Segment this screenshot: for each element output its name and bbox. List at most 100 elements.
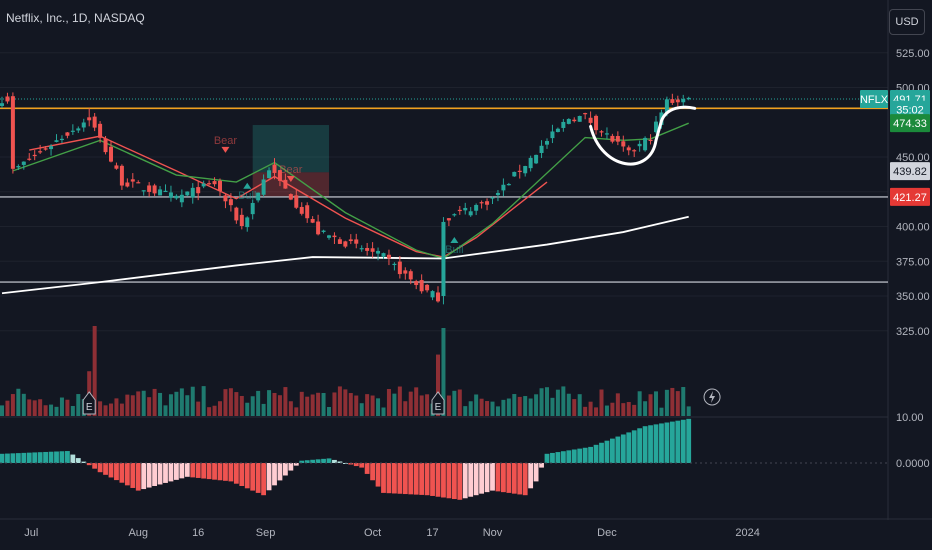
- volume-bar: [506, 398, 511, 416]
- volume-bar: [98, 401, 103, 416]
- oscillator-bar: [15, 453, 21, 463]
- candle-body: [163, 190, 168, 193]
- oscillator-bar: [659, 423, 664, 463]
- candle-body: [76, 128, 81, 131]
- candle-body: [588, 117, 593, 123]
- candle: [185, 191, 190, 197]
- oscillator-bar: [332, 459, 337, 463]
- oscillator-bar: [424, 463, 430, 496]
- oscillator-bar: [501, 463, 506, 493]
- oscillator-bar: [473, 463, 479, 496]
- oscillator-bar: [206, 463, 212, 480]
- candle-body: [681, 99, 686, 103]
- price-tag-bg: [890, 162, 930, 181]
- candle-body: [103, 138, 108, 153]
- candle: [648, 134, 653, 145]
- bear-arrow: [221, 146, 230, 153]
- volume-bar: [245, 402, 250, 416]
- oscillator-bar: [70, 454, 76, 463]
- oscillator-bar: [435, 463, 441, 497]
- volume-bar: [196, 401, 201, 416]
- volume-bar: [147, 397, 152, 416]
- candle-body: [561, 121, 566, 128]
- volume-bar: [577, 394, 582, 416]
- oscillator-bar: [146, 463, 152, 488]
- candle: [534, 154, 539, 164]
- oscillator-bar: [217, 463, 223, 481]
- candle: [577, 115, 582, 122]
- volume-bar: [316, 392, 321, 416]
- candle: [196, 181, 201, 201]
- candle: [468, 207, 473, 217]
- candle-body: [316, 221, 321, 235]
- candle-body: [610, 135, 615, 142]
- price-tick-label: 400.00: [896, 222, 930, 234]
- oscillator-bar: [348, 463, 354, 465]
- volume-bar: [332, 392, 337, 416]
- earnings-icon: E: [431, 391, 445, 415]
- candle-body: [16, 165, 21, 168]
- oscillator-bar: [114, 463, 119, 481]
- volume-bar: [686, 406, 691, 416]
- candle-body: [234, 207, 239, 221]
- candle-body: [348, 239, 353, 242]
- oscillator-bar: [157, 463, 163, 485]
- earnings-badge: [431, 391, 445, 415]
- candle-body: [141, 190, 146, 192]
- candle: [397, 256, 402, 279]
- candle: [321, 229, 326, 234]
- oscillator-bar: [566, 450, 572, 463]
- candle-body: [218, 180, 222, 192]
- osc-tick-label: 0.0000: [896, 458, 930, 470]
- candle-body: [283, 179, 288, 189]
- candle: [283, 173, 288, 189]
- candle-body: [0, 103, 4, 106]
- candle: [10, 92, 15, 174]
- candle: [621, 135, 626, 152]
- candle: [65, 132, 70, 139]
- price-tick-label: 525.00: [896, 48, 930, 60]
- volume-bar: [479, 398, 484, 416]
- candle-body: [92, 116, 97, 128]
- candle-body: [343, 241, 348, 247]
- candle-body: [190, 187, 195, 198]
- oscillator-bar: [441, 463, 446, 498]
- oscillator-bar: [168, 463, 174, 482]
- price-tag-grey: 439.82: [890, 162, 930, 181]
- candle: [256, 192, 261, 203]
- candle: [130, 173, 135, 188]
- volume-bar: [174, 391, 179, 416]
- oscillator-bar: [304, 460, 310, 463]
- volume-bar: [583, 406, 588, 416]
- candle: [70, 124, 75, 135]
- price-tick-label: 325.00: [896, 326, 930, 338]
- volume-bar: [534, 394, 539, 416]
- candle: [16, 164, 21, 170]
- oscillator-bar: [430, 463, 435, 496]
- candle: [386, 249, 391, 266]
- volume-bar: [555, 389, 560, 416]
- oscillator-bar: [560, 451, 566, 463]
- oscillator-bar: [664, 422, 670, 463]
- candle-body: [495, 192, 500, 196]
- chart-title: Netflix, Inc., 1D, NASDAQ: [6, 11, 145, 25]
- currency-button[interactable]: USD: [889, 9, 925, 35]
- candle-body: [59, 138, 64, 141]
- oscillator-histogram: [0, 418, 692, 500]
- oscillator-bar: [588, 446, 593, 463]
- oscillator-bar: [370, 463, 375, 481]
- candle: [599, 130, 604, 137]
- oscillator-bar: [43, 451, 48, 463]
- candle-body: [545, 141, 549, 145]
- oscillator-bar: [277, 463, 283, 481]
- candle-body: [54, 140, 59, 142]
- volume-bar: [610, 402, 615, 416]
- oscillator-bar: [124, 463, 130, 486]
- candle: [566, 118, 571, 125]
- oscillator-bar: [680, 419, 686, 463]
- lightning-icon: [709, 391, 716, 403]
- price-tag-bg: [860, 90, 888, 109]
- time-tick-label: Oct: [364, 527, 381, 539]
- volume-bar: [239, 395, 244, 416]
